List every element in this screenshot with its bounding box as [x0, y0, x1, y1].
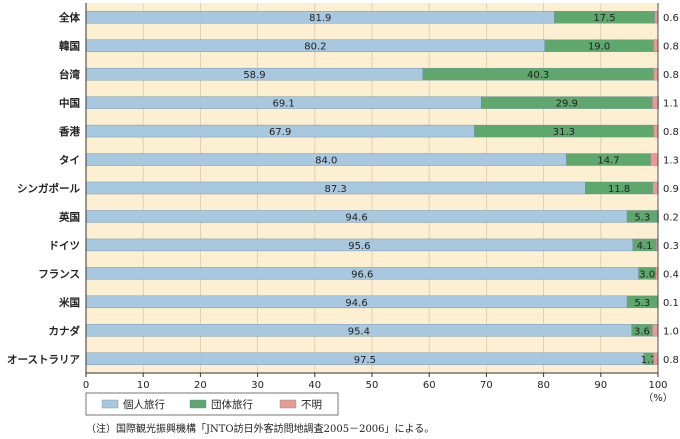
category-label: 韓国: [59, 40, 80, 53]
data-label: 0.8: [663, 127, 679, 138]
bar-segment: [650, 153, 659, 166]
legend-swatch: [279, 399, 297, 409]
data-label: 5.3: [634, 298, 650, 309]
x-tick-label: 20: [194, 380, 207, 391]
data-label: 11.8: [608, 184, 630, 195]
data-label: 0.8: [663, 70, 679, 81]
bar-segment: [653, 124, 659, 138]
data-label: 29.9: [556, 99, 578, 110]
legend-label: 不明: [301, 399, 322, 411]
data-label: 0.4: [663, 269, 679, 280]
data-label: 67.9: [269, 127, 291, 138]
x-tick-label: 30: [251, 380, 264, 391]
bar-segment: [654, 11, 659, 24]
data-label: 0.8: [663, 355, 679, 366]
data-label: 81.9: [309, 13, 331, 24]
data-label: 0.2: [663, 212, 679, 223]
x-tick-label: 100: [648, 380, 667, 391]
data-label: 19.0: [588, 42, 610, 53]
data-label: 0.3: [663, 241, 679, 252]
stacked-bar-chart: 全体 81.9 17.5 0.6 韓国 80.2 19.0 0.8 台湾 58.9 40.3 0.8 中…: [7, 3, 679, 416]
data-label: 17.5: [593, 13, 615, 24]
data-label: 80.2: [304, 42, 326, 53]
legend-box: [85, 392, 339, 416]
data-label: 95.4: [348, 326, 370, 337]
bar-segment: [652, 181, 659, 195]
category-label: シンガポール: [17, 182, 80, 195]
data-label: 14.7: [597, 156, 619, 167]
category-label: カナダ: [49, 324, 81, 337]
data-label: 40.3: [527, 70, 549, 81]
data-label: 0.1: [663, 298, 679, 309]
bar-segment: [653, 352, 659, 365]
data-label: 1.3: [663, 156, 679, 167]
bar-segment: [652, 324, 659, 337]
data-label: 4.1: [637, 241, 653, 252]
x-tick-label: 80: [537, 380, 550, 391]
data-label: 97.5: [354, 355, 376, 366]
data-label: 96.6: [351, 269, 373, 280]
category-label: フランス: [38, 268, 80, 280]
data-label: 69.1: [272, 99, 294, 110]
category-label: オーストラリア: [7, 354, 80, 366]
x-tick-label: 40: [308, 380, 321, 391]
bar-segment: [653, 67, 659, 81]
data-label: 1.7: [641, 355, 657, 366]
x-tick-label: 50: [366, 380, 379, 391]
data-label: 3.6: [634, 326, 650, 337]
data-label: 1.0: [663, 326, 679, 337]
data-label: 58.9: [243, 70, 265, 81]
category-label: 英国: [58, 210, 80, 223]
category-label: 米国: [58, 296, 80, 309]
bar-segment: [652, 96, 659, 109]
x-unit-label: （%）: [643, 392, 673, 404]
data-label: 0.6: [663, 13, 679, 24]
source-note: （注）国際観光振興機構「JNTO訪日外客訪問地調査2005－2006」による。: [86, 424, 435, 435]
category-label: 香港: [58, 125, 80, 138]
legend-swatch: [189, 399, 207, 409]
data-label: 0.8: [663, 42, 679, 53]
category-label: ドイツ: [49, 240, 81, 252]
data-label: 94.6: [345, 298, 367, 309]
category-label: 中国: [59, 97, 80, 110]
data-label: 1.1: [663, 99, 679, 110]
legend-swatch: [101, 399, 119, 409]
data-label: 31.3: [553, 127, 575, 138]
data-label: 95.6: [348, 241, 370, 252]
data-label: 0.9: [663, 184, 679, 195]
legend-label: 個人旅行: [123, 398, 165, 411]
x-tick-label: 10: [137, 380, 150, 391]
bar-segment: [653, 39, 659, 52]
x-tick-label: 0: [83, 380, 89, 391]
category-label: 台湾: [59, 68, 80, 81]
category-label: タイ: [59, 155, 80, 167]
category-label: 全体: [58, 11, 80, 24]
data-label: 84.0: [315, 156, 337, 167]
data-label: 94.6: [345, 212, 367, 223]
legend-label: 団体旅行: [211, 398, 253, 411]
x-tick-label: 90: [594, 380, 607, 391]
x-tick-label: 60: [423, 380, 436, 391]
data-label: 87.3: [325, 184, 347, 195]
x-tick-label: 70: [480, 380, 493, 391]
data-label: 3.0: [639, 269, 655, 280]
data-label: 5.3: [634, 212, 650, 223]
